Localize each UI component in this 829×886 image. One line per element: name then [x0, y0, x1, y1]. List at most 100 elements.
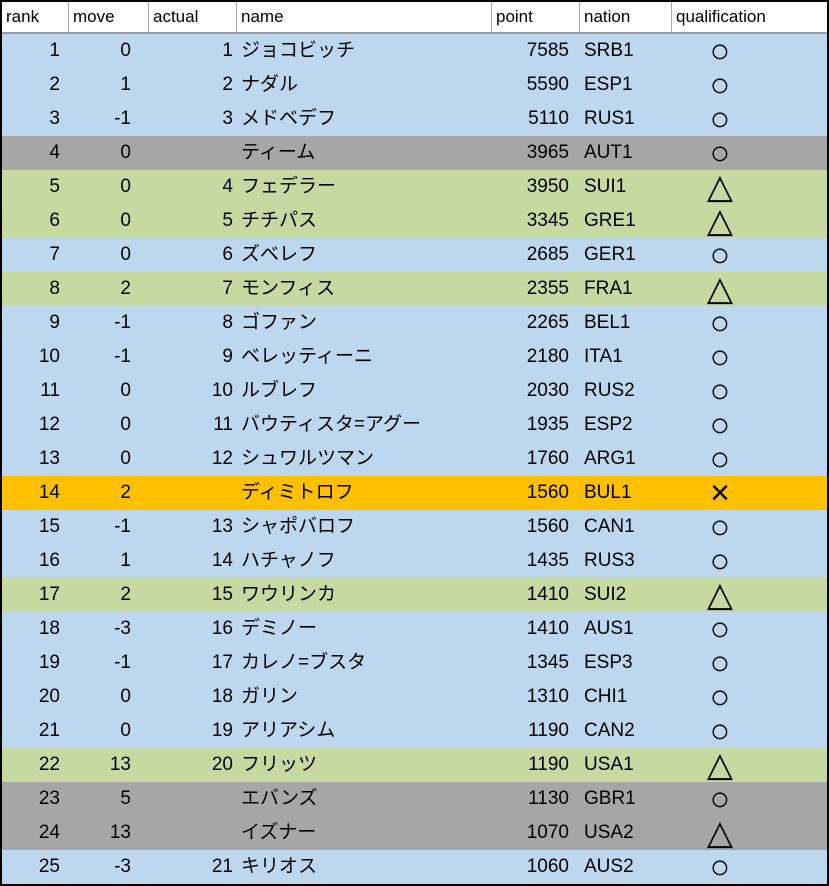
cell-qualification[interactable]: △	[672, 748, 827, 782]
cell-name[interactable]: ジョコビッチ	[241, 40, 356, 61]
table-row[interactable]: 19 -1 17 カレノ=ブスタ 1345 ESP3 ○	[2, 646, 827, 680]
cell-actual[interactable]	[149, 816, 237, 850]
cell-actual[interactable]: 10	[211, 380, 233, 401]
table-row[interactable]: 5 0 4 フェデラー 3950 SUI1 △	[2, 170, 827, 204]
cell-move[interactable]: 1	[120, 74, 131, 95]
cell-qualification[interactable]: ○	[672, 442, 827, 476]
cell-rank[interactable]: 22	[38, 754, 60, 775]
cell-actual[interactable]: 4	[222, 176, 233, 197]
cell-qualification[interactable]: ○	[672, 102, 827, 136]
cell-nation[interactable]: ESP3	[584, 652, 633, 673]
cell-actual[interactable]: 15	[211, 584, 233, 605]
cell-rank[interactable]: 19	[38, 652, 60, 673]
table-row[interactable]: 21 0 19 アリアシム 1190 CAN2 ○	[2, 714, 827, 748]
cell-point[interactable]: 1560	[526, 516, 569, 537]
cell-nation[interactable]: AUS2	[584, 856, 634, 877]
table-row[interactable]: 17 2 15 ワウリンカ 1410 SUI2 △	[2, 578, 827, 612]
cell-actual[interactable]: 14	[211, 550, 233, 571]
cell-actual[interactable]: 5	[222, 210, 233, 231]
table-row[interactable]: 23 5 エバンズ 1130 GBR1 ○	[2, 782, 827, 816]
cell-move[interactable]: -1	[114, 312, 131, 333]
cell-rank[interactable]: 24	[38, 822, 60, 843]
cell-move[interactable]: 5	[120, 788, 131, 809]
cell-point[interactable]: 2355	[526, 278, 569, 299]
cell-qualification[interactable]: △	[672, 170, 827, 204]
cell-nation[interactable]: ITA1	[584, 346, 623, 367]
cell-move[interactable]: 0	[120, 244, 131, 265]
cell-point[interactable]: 2685	[526, 244, 569, 265]
table-row[interactable]: 13 0 12 シュワルツマン 1760 ARG1 ○	[2, 442, 827, 476]
cell-rank[interactable]: 14	[38, 482, 60, 503]
cell-actual[interactable]	[149, 136, 237, 170]
cell-rank[interactable]: 7	[49, 244, 60, 265]
cell-qualification[interactable]: ×	[672, 476, 827, 510]
cell-actual[interactable]	[149, 782, 237, 816]
cell-qualification[interactable]: ○	[672, 374, 827, 408]
header-cell-rank[interactable]: rank	[2, 2, 69, 32]
cell-qualification[interactable]: ○	[672, 612, 827, 646]
cell-nation[interactable]: AUT1	[584, 142, 633, 163]
cell-nation[interactable]: SRB1	[584, 40, 634, 61]
cell-point[interactable]: 1130	[528, 788, 569, 809]
cell-qualification[interactable]: △	[672, 578, 827, 612]
cell-name[interactable]: ナダル	[241, 74, 299, 95]
header-cell-name[interactable]: name	[237, 2, 492, 32]
cell-move[interactable]: -3	[114, 618, 131, 639]
table-row[interactable]: 10 -1 9 ベレッティーニ 2180 ITA1 ○	[2, 340, 827, 374]
cell-point[interactable]: 1435	[526, 550, 569, 571]
cell-qualification[interactable]: △	[672, 816, 827, 850]
cell-actual[interactable]: 16	[211, 618, 233, 639]
cell-qualification[interactable]: ○	[672, 510, 827, 544]
header-cell-actual[interactable]: actual	[149, 2, 237, 32]
cell-name[interactable]: ハチャノフ	[241, 550, 336, 571]
table-row[interactable]: 18 -3 16 デミノー 1410 AUS1 ○	[2, 612, 827, 646]
cell-rank[interactable]: 20	[38, 686, 60, 707]
cell-qualification[interactable]: △	[672, 204, 827, 238]
cell-qualification[interactable]: ○	[672, 68, 827, 102]
cell-actual[interactable]: 9	[222, 346, 233, 367]
cell-move[interactable]: 0	[120, 414, 131, 435]
cell-name[interactable]: ズベレフ	[241, 244, 318, 265]
cell-actual[interactable]: 18	[211, 686, 233, 707]
cell-point[interactable]: 1935	[526, 414, 569, 435]
cell-actual[interactable]: 21	[211, 856, 233, 877]
cell-rank[interactable]: 21	[38, 720, 60, 741]
cell-qualification[interactable]: ○	[672, 408, 827, 442]
table-row[interactable]: 1 0 1 ジョコビッチ 7585 SRB1 ○	[2, 34, 827, 68]
cell-actual[interactable]: 7	[222, 278, 233, 299]
cell-name[interactable]: フリッツ	[241, 754, 318, 775]
cell-nation[interactable]: CAN2	[584, 720, 635, 741]
cell-actual[interactable]: 11	[213, 414, 233, 435]
cell-name[interactable]: イズナー	[241, 822, 317, 843]
header-cell-move[interactable]: move	[69, 2, 149, 32]
table-row[interactable]: 25 -3 21 キリオス 1060 AUS2 ○	[2, 850, 827, 884]
cell-rank[interactable]: 9	[49, 312, 60, 333]
cell-name[interactable]: ベレッティーニ	[241, 346, 373, 367]
cell-name[interactable]: ディミトロフ	[241, 482, 354, 503]
table-row[interactable]: 22 13 20 フリッツ 1190 USA1 △	[2, 748, 827, 782]
cell-rank[interactable]: 8	[49, 278, 60, 299]
cell-rank[interactable]: 12	[38, 414, 60, 435]
cell-rank[interactable]: 10	[38, 346, 60, 367]
cell-point[interactable]: 2265	[526, 312, 569, 333]
cell-move[interactable]: 1	[120, 550, 131, 571]
cell-point[interactable]: 5590	[526, 74, 569, 95]
cell-point[interactable]: 1060	[526, 856, 569, 877]
cell-qualification[interactable]: ○	[672, 850, 827, 884]
cell-qualification[interactable]: ○	[672, 680, 827, 714]
cell-point[interactable]: 1760	[526, 448, 569, 469]
cell-move[interactable]: 13	[109, 822, 131, 843]
cell-rank[interactable]: 18	[38, 618, 60, 639]
cell-nation[interactable]: FRA1	[584, 278, 633, 299]
cell-point[interactable]: 1345	[526, 652, 569, 673]
table-row[interactable]: 24 13 イズナー 1070 USA2 △	[2, 816, 827, 850]
cell-move[interactable]: 0	[120, 720, 131, 741]
cell-nation[interactable]: RUS2	[584, 380, 635, 401]
cell-nation[interactable]: SUI2	[584, 584, 627, 605]
table-row[interactable]: 3 -1 3 メドベデフ 5110 RUS1 ○	[2, 102, 827, 136]
cell-move[interactable]: 0	[120, 210, 131, 231]
cell-actual[interactable]: 17	[211, 652, 233, 673]
cell-nation[interactable]: ESP1	[584, 74, 633, 95]
cell-rank[interactable]: 15	[38, 516, 60, 537]
table-row[interactable]: 12 0 11 バウティスタ=アグー 1935 ESP2 ○	[2, 408, 827, 442]
